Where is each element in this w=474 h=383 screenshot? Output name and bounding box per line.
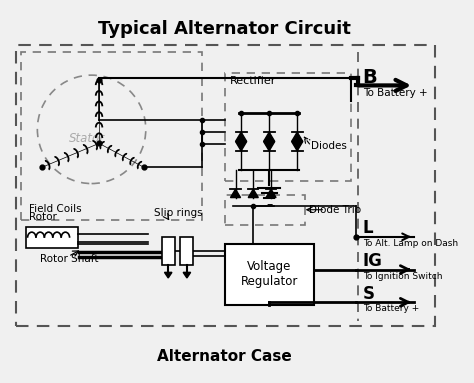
Polygon shape [236, 141, 247, 151]
Polygon shape [230, 189, 241, 198]
Text: Voltage
Regulator: Voltage Regulator [240, 260, 298, 288]
Bar [162, 237, 175, 265]
Polygon shape [264, 141, 275, 151]
Bar [225, 73, 351, 181]
Text: Typical Alternator Circuit: Typical Alternator Circuit [98, 20, 351, 38]
Text: Rotor: Rotor [29, 212, 57, 222]
Polygon shape [264, 132, 275, 141]
Bar [21, 52, 202, 220]
Text: S: S [363, 285, 374, 303]
Text: Rectifier: Rectifier [230, 76, 276, 86]
Bar [26, 228, 78, 248]
Text: Diode Trio: Diode Trio [310, 205, 362, 215]
Text: IG: IG [363, 252, 383, 270]
Text: Diodes: Diodes [311, 141, 347, 151]
Polygon shape [183, 272, 191, 278]
Text: To Battery +: To Battery + [363, 88, 427, 98]
Text: To Ignition Switch: To Ignition Switch [363, 272, 442, 281]
Polygon shape [266, 189, 276, 198]
Text: Alternator Case: Alternator Case [157, 349, 292, 364]
Polygon shape [236, 132, 247, 141]
Polygon shape [164, 272, 172, 278]
Polygon shape [248, 189, 258, 198]
Bar [225, 244, 314, 305]
Text: Stator: Stator [69, 132, 105, 145]
Text: To Alt. Lamp on Dash: To Alt. Lamp on Dash [363, 239, 458, 248]
Bar [16, 45, 435, 326]
Text: Field Coils: Field Coils [29, 204, 82, 214]
Polygon shape [292, 132, 303, 141]
Polygon shape [292, 141, 303, 151]
Text: –: – [266, 198, 272, 211]
Text: Rotor Shaft: Rotor Shaft [40, 254, 99, 264]
Bar [225, 195, 305, 225]
Bar [181, 237, 193, 265]
Text: Slip rings: Slip rings [154, 208, 203, 218]
Text: B: B [363, 69, 377, 87]
Text: L: L [363, 219, 373, 237]
Text: To Battery +: To Battery + [363, 304, 419, 313]
